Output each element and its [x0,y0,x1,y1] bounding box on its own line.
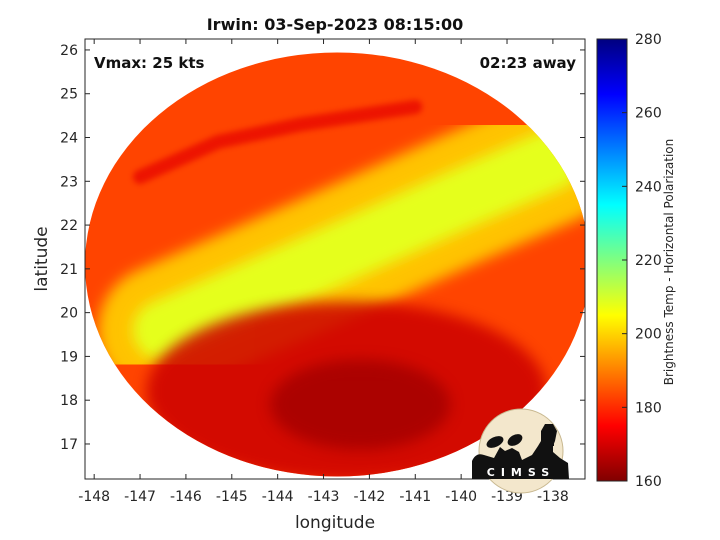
colorbar-tick-label: 240 [635,179,662,195]
colorbar-tick-label: 180 [635,400,662,416]
colorbar-ticks: 160 180 200 220 240 260 280 [622,32,662,490]
x-tick-label: -145 [216,489,248,505]
y-tick-label: 17 [60,437,78,453]
y-tick-label: 22 [60,218,78,234]
y-axis-label: latitude [32,226,52,291]
x-tick-label: -148 [78,489,110,505]
x-tick-label: -147 [124,489,156,505]
x-tick-label: -143 [308,489,340,505]
x-tick-label: -144 [262,489,294,505]
cold-core-inner [270,359,451,450]
colorbar-label: Brightness Temp - Horizontal Polarizatio… [662,139,676,386]
colorbar-tick-label: 160 [635,474,662,490]
y-axis-ticks: 17 18 19 20 21 22 23 24 25 26 [60,43,585,453]
y-tick-label: 25 [60,87,78,103]
x-tick-label: -142 [354,489,386,505]
x-axis-label: longitude [295,513,375,533]
warm-band-core [133,129,583,361]
colorbar-tick-label: 260 [635,106,662,122]
colorbar-tick-label: 220 [635,253,662,269]
logo-silhouette [472,424,569,479]
colorbar-tick-label: 200 [635,327,662,343]
swath-field [85,52,585,477]
y-tick-label: 24 [60,131,78,147]
x-tick-label: -141 [399,489,431,505]
vmax-annotation: Vmax: 25 kts [94,54,204,72]
y-tick-label: 26 [60,43,78,59]
plot-frame [84,38,586,480]
logo-text: CIMSS [487,466,555,479]
y-tick-label: 23 [60,174,78,190]
y-tick-label: 20 [60,306,78,322]
cimss-logo: CIMSS [472,408,569,494]
chart-title: Irwin: 03-Sep-2023 08:15:00 [207,15,464,34]
time-away-annotation: 02:23 away [480,54,577,72]
y-tick-label: 19 [60,349,78,365]
y-tick-label: 21 [60,262,78,278]
y-tick-label: 18 [60,393,78,409]
cold-streak-north [133,99,423,184]
colorbar-tick-label: 280 [635,32,662,48]
x-tick-label: -140 [445,489,477,505]
brightness-temp-swath [85,52,585,477]
x-tick-label: -146 [170,489,202,505]
x-tick-label: -138 [537,489,569,505]
